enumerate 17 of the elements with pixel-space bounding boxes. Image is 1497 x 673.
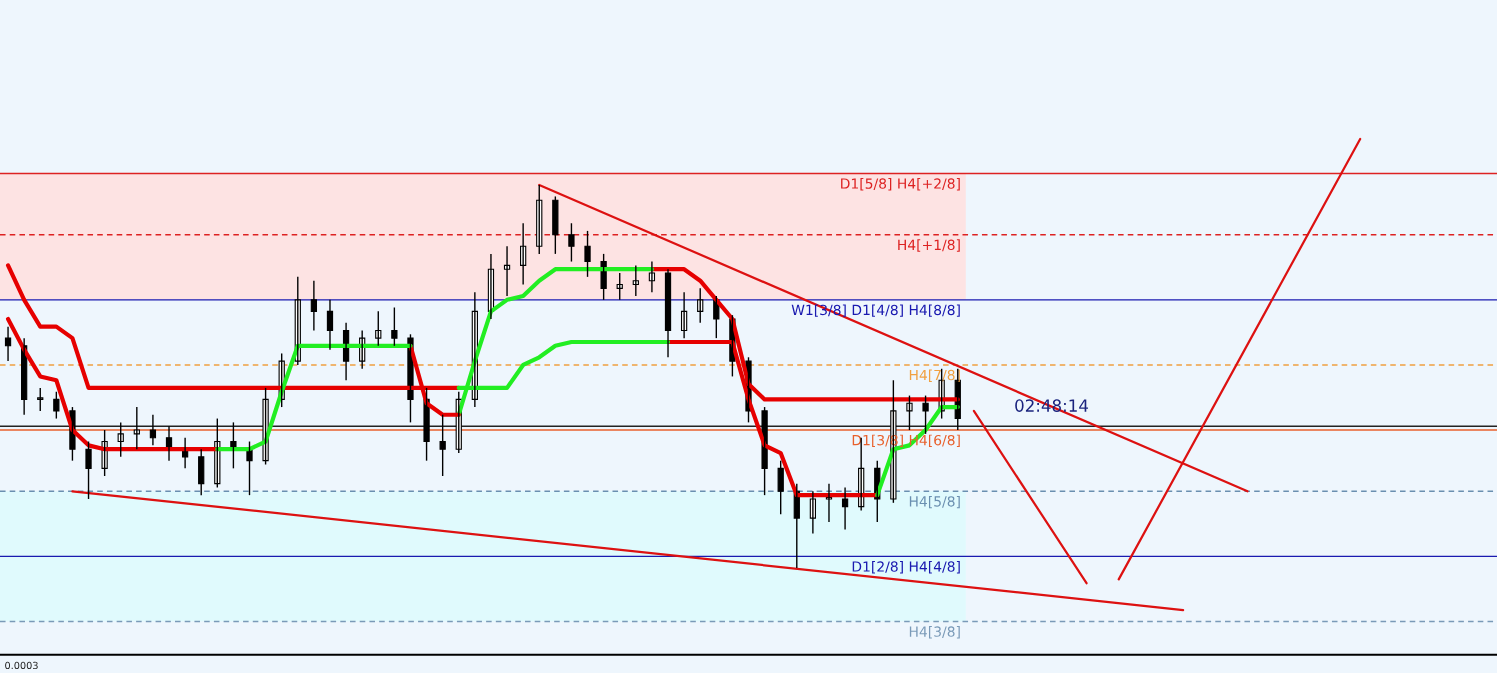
ref-line-label: H4[5/8] bbox=[909, 495, 960, 509]
ref-line-label: H4[+1/8] bbox=[898, 239, 960, 252]
candlestick bbox=[777, 459, 784, 515]
candlestick bbox=[552, 195, 559, 255]
candlestick bbox=[922, 394, 929, 435]
candlestick bbox=[439, 414, 446, 477]
text: 0.0003 bbox=[5, 661, 38, 670]
ref-line-label: D1[2/8] H4[4/8] bbox=[852, 561, 960, 574]
candlestick bbox=[391, 306, 398, 347]
ref-line-label: D1[5/8] H4[+2/8] bbox=[841, 178, 960, 191]
candlestick bbox=[584, 230, 591, 278]
candlestick bbox=[568, 222, 575, 263]
candlestick bbox=[53, 391, 60, 420]
candlestick bbox=[37, 387, 44, 412]
candlestick bbox=[906, 394, 913, 431]
candlestick bbox=[85, 440, 92, 500]
ref-line-label: H4[3/8] bbox=[909, 626, 960, 639]
